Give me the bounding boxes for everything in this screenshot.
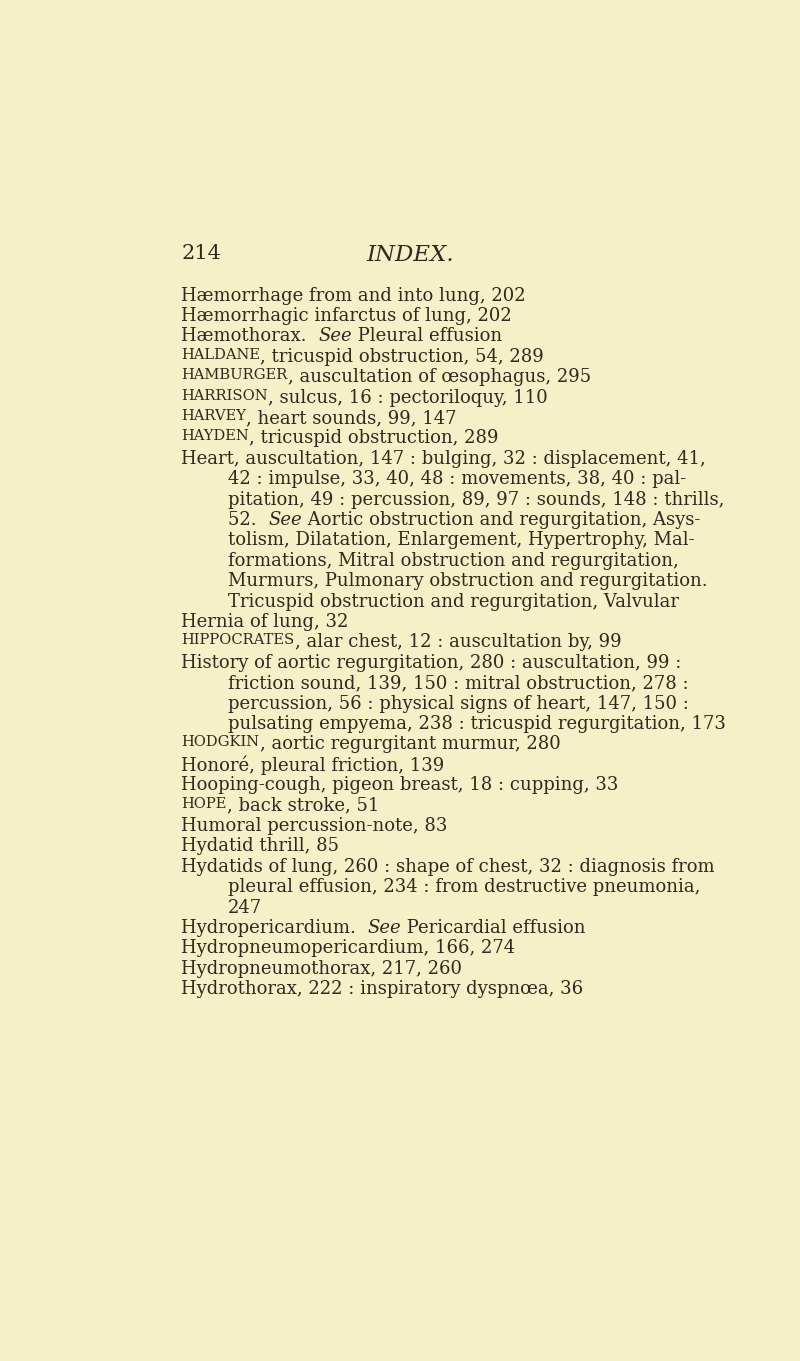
Text: HIPPOCRATES: HIPPOCRATES: [182, 633, 294, 648]
Text: , sulcus, 16 : pectoriloquy, 110: , sulcus, 16 : pectoriloquy, 110: [268, 388, 548, 407]
Text: percussion, 56 : physical signs of heart, 147, 150 :: percussion, 56 : physical signs of heart…: [228, 694, 689, 713]
Text: Hæmorrhage from and into lung, 202: Hæmorrhage from and into lung, 202: [182, 287, 526, 305]
Text: HARRISON: HARRISON: [182, 388, 268, 403]
Text: HODGKIN: HODGKIN: [182, 735, 259, 750]
Text: Hydatid thrill, 85: Hydatid thrill, 85: [182, 837, 339, 856]
Text: , back stroke, 51: , back stroke, 51: [226, 796, 379, 815]
Text: , aortic regurgitant murmur, 280: , aortic regurgitant murmur, 280: [259, 735, 560, 754]
Text: Aortic obstruction and regurgitation, Asys-: Aortic obstruction and regurgitation, As…: [302, 510, 700, 529]
Text: Hydropneumothorax, 217, 260: Hydropneumothorax, 217, 260: [182, 960, 462, 979]
Text: Hydropericardium.: Hydropericardium.: [182, 919, 368, 938]
Text: HOPE: HOPE: [182, 796, 226, 811]
Text: , alar chest, 12 : auscultation by, 99: , alar chest, 12 : auscultation by, 99: [294, 633, 622, 652]
Text: History of aortic regurgitation, 280 : auscultation, 99 :: History of aortic regurgitation, 280 : a…: [182, 653, 682, 672]
Text: , tricuspid obstruction, 54, 289: , tricuspid obstruction, 54, 289: [260, 347, 544, 366]
Text: Tricuspid obstruction and regurgitation, Valvular: Tricuspid obstruction and regurgitation,…: [228, 592, 679, 611]
Text: Hernia of lung, 32: Hernia of lung, 32: [182, 612, 349, 632]
Text: 214: 214: [182, 244, 222, 263]
Text: pitation, 49 : percussion, 89, 97 : sounds, 148 : thrills,: pitation, 49 : percussion, 89, 97 : soun…: [228, 490, 724, 509]
Text: Hooping-cough, pigeon breast, 18 : cupping, 33: Hooping-cough, pigeon breast, 18 : cuppi…: [182, 776, 618, 795]
Text: friction sound, 139, 150 : mitral obstruction, 278 :: friction sound, 139, 150 : mitral obstru…: [228, 674, 689, 693]
Text: Hydrothorax, 222 : inspiratory dyspnœa, 36: Hydrothorax, 222 : inspiratory dyspnœa, …: [182, 980, 583, 998]
Text: See: See: [368, 919, 402, 938]
Text: Pericardial effusion: Pericardial effusion: [402, 919, 586, 938]
Text: HARVEY: HARVEY: [182, 408, 246, 423]
Text: Heart, auscultation, 147 : bulging, 32 : displacement, 41,: Heart, auscultation, 147 : bulging, 32 :…: [182, 449, 706, 468]
Text: 42 : impulse, 33, 40, 48 : movements, 38, 40 : pal-: 42 : impulse, 33, 40, 48 : movements, 38…: [228, 470, 686, 489]
Text: See: See: [268, 510, 302, 529]
Text: pulsating empyema, 238 : tricuspid regurgitation, 173: pulsating empyema, 238 : tricuspid regur…: [228, 715, 726, 734]
Text: tolism, Dilatation, Enlargement, Hypertrophy, Mal-: tolism, Dilatation, Enlargement, Hypertr…: [228, 531, 694, 550]
Text: , tricuspid obstruction, 289: , tricuspid obstruction, 289: [249, 429, 498, 448]
Text: formations, Mitral obstruction and regurgitation,: formations, Mitral obstruction and regur…: [228, 551, 678, 570]
Text: 52.: 52.: [228, 510, 268, 529]
Text: , auscultation of œsophagus, 295: , auscultation of œsophagus, 295: [288, 367, 591, 387]
Text: 247: 247: [228, 898, 262, 917]
Text: Hæmorrhagic infarctus of lung, 202: Hæmorrhagic infarctus of lung, 202: [182, 308, 512, 325]
Text: Honoré, pleural friction, 139: Honoré, pleural friction, 139: [182, 755, 445, 776]
Text: , heart sounds, 99, 147: , heart sounds, 99, 147: [246, 408, 457, 427]
Text: Hydatids of lung, 260 : shape of chest, 32 : diagnosis from: Hydatids of lung, 260 : shape of chest, …: [182, 857, 715, 876]
Text: Hæmothorax.: Hæmothorax.: [182, 328, 318, 346]
Text: HAYDEN: HAYDEN: [182, 429, 249, 444]
Text: INDEX.: INDEX.: [366, 244, 454, 267]
Text: HALDANE: HALDANE: [182, 347, 260, 362]
Text: Murmurs, Pulmonary obstruction and regurgitation.: Murmurs, Pulmonary obstruction and regur…: [228, 572, 707, 591]
Text: Pleural effusion: Pleural effusion: [352, 328, 502, 346]
Text: HAMBURGER: HAMBURGER: [182, 367, 288, 382]
Text: Hydropneumopericardium, 166, 274: Hydropneumopericardium, 166, 274: [182, 939, 515, 958]
Text: Humoral percussion-note, 83: Humoral percussion-note, 83: [182, 817, 448, 836]
Text: See: See: [318, 328, 352, 346]
Text: pleural effusion, 234 : from destructive pneumonia,: pleural effusion, 234 : from destructive…: [228, 878, 700, 897]
